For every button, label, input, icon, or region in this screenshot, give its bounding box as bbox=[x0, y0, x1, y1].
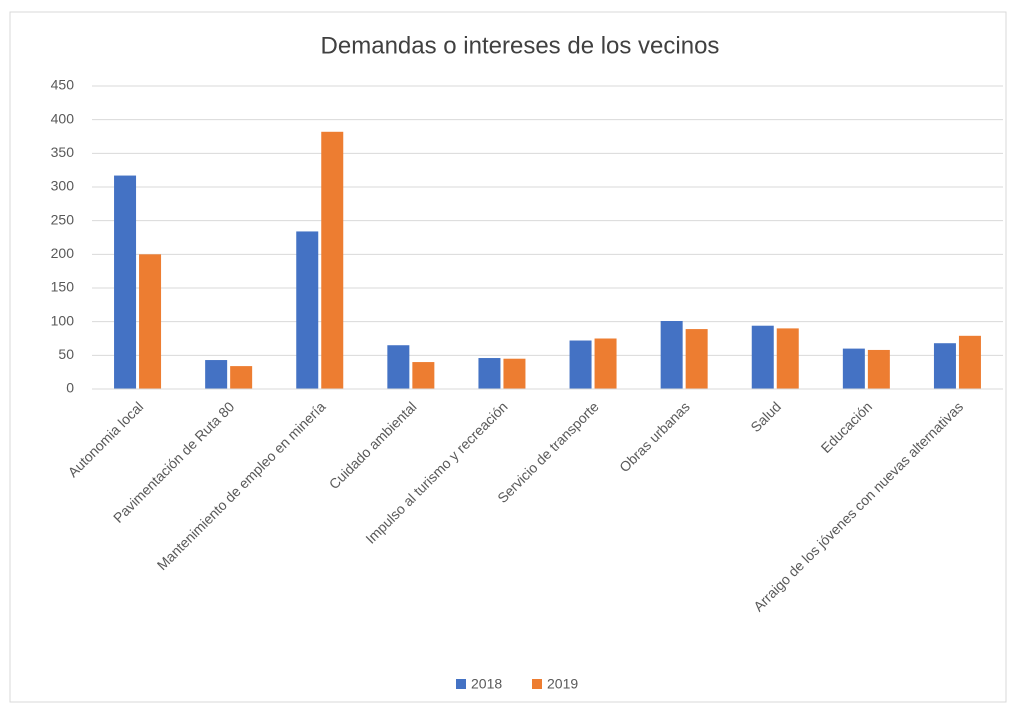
bar bbox=[569, 340, 592, 389]
y-tick-label: 250 bbox=[51, 211, 75, 227]
chart-title: Demandas o intereses de los vecinos bbox=[321, 32, 720, 59]
bar bbox=[594, 338, 617, 389]
y-tick-label: 450 bbox=[51, 77, 75, 93]
legend-swatch bbox=[532, 679, 542, 689]
y-tick-label: 300 bbox=[51, 178, 75, 194]
chart-border bbox=[9, 11, 1007, 703]
y-tick-label: 0 bbox=[66, 380, 74, 396]
y-tick-label: 200 bbox=[51, 245, 75, 261]
bar bbox=[751, 325, 774, 389]
bar bbox=[503, 358, 526, 389]
bar bbox=[958, 335, 981, 389]
bar bbox=[478, 358, 501, 389]
bar bbox=[933, 343, 956, 389]
legend-label: 2018 bbox=[471, 676, 502, 692]
bar bbox=[230, 366, 253, 389]
bar bbox=[660, 320, 683, 389]
y-tick-label: 50 bbox=[58, 346, 74, 362]
bar bbox=[387, 345, 410, 389]
y-tick-label: 400 bbox=[51, 110, 75, 126]
legend-label: 2019 bbox=[547, 676, 578, 692]
bar bbox=[139, 254, 162, 389]
bar bbox=[842, 348, 865, 389]
y-tick-label: 100 bbox=[51, 312, 75, 328]
legend-swatch bbox=[456, 679, 466, 689]
bar bbox=[205, 360, 228, 389]
bar bbox=[114, 175, 137, 389]
bar bbox=[867, 349, 890, 389]
bar bbox=[296, 231, 319, 389]
y-tick-label: 350 bbox=[51, 144, 75, 160]
bar bbox=[412, 362, 435, 389]
bar bbox=[776, 328, 799, 389]
bar bbox=[321, 131, 344, 389]
bar bbox=[685, 329, 708, 389]
y-tick-label: 150 bbox=[51, 279, 75, 295]
